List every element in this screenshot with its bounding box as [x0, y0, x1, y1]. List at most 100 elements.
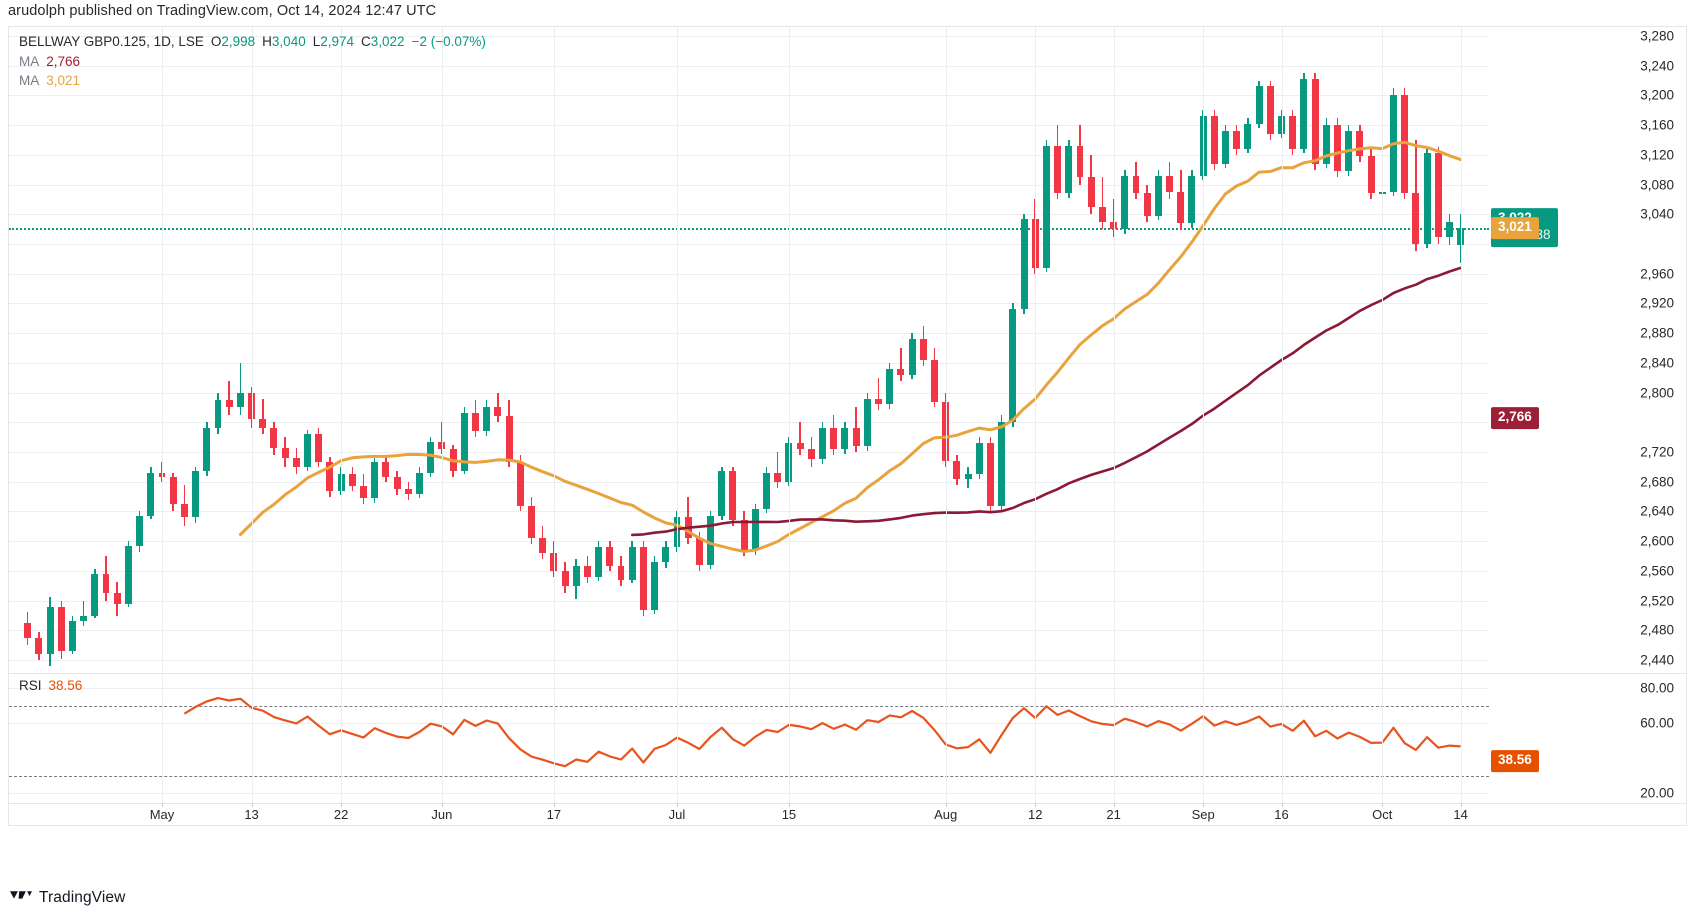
candle-body[interactable]: [1154, 175, 1162, 216]
candle-body[interactable]: [259, 419, 267, 429]
candle-body[interactable]: [998, 422, 1006, 506]
candle-body[interactable]: [628, 547, 636, 580]
candle-body[interactable]: [774, 472, 782, 482]
candle-body[interactable]: [136, 515, 144, 546]
candle-body[interactable]: [1311, 79, 1319, 164]
candle-body[interactable]: [46, 606, 54, 655]
candle-body[interactable]: [281, 447, 289, 458]
candle-body[interactable]: [1098, 206, 1106, 222]
candle-body[interactable]: [416, 472, 423, 494]
candle-body[interactable]: [371, 462, 379, 499]
candle-body[interactable]: [236, 392, 244, 408]
candle-body[interactable]: [147, 472, 155, 516]
candle-body[interactable]: [662, 547, 670, 563]
candle-body[interactable]: [863, 398, 871, 447]
price-axis[interactable]: 3,280 3,240 3,200 3,160 3,120 3,080 3,040 2,960…: [1489, 27, 1686, 672]
rsi-value-tag[interactable]: 38.56: [1491, 749, 1539, 772]
candle-body[interactable]: [35, 637, 43, 655]
candle-body[interactable]: [124, 545, 132, 604]
candle-body[interactable]: [919, 339, 927, 360]
candle-body[interactable]: [393, 477, 401, 490]
candle-body[interactable]: [908, 339, 916, 375]
candle-body[interactable]: [1188, 175, 1196, 224]
candle-body[interactable]: [617, 566, 625, 580]
candle-body[interactable]: [1367, 156, 1375, 194]
candle-body[interactable]: [539, 538, 547, 554]
candle-body[interactable]: [192, 471, 200, 518]
candle-body[interactable]: [348, 474, 356, 487]
candle-body[interactable]: [505, 416, 513, 463]
candle-body[interactable]: [1087, 177, 1095, 207]
candle-body[interactable]: [1065, 145, 1073, 194]
candle-body[interactable]: [1401, 95, 1409, 194]
candle-body[interactable]: [886, 368, 894, 405]
rsi-legend[interactable]: RSI 38.56: [19, 678, 82, 693]
candle-body[interactable]: [796, 443, 804, 450]
candle-body[interactable]: [953, 460, 961, 479]
candle-body[interactable]: [852, 428, 860, 447]
price-pane[interactable]: 3,280 3,240 3,200 3,160 3,120 3,080 3,040 2,960…: [9, 27, 1686, 672]
legend-ma-gold-row[interactable]: MA 3,021: [19, 71, 486, 91]
candle-body[interactable]: [472, 413, 479, 432]
candle-body[interactable]: [270, 428, 278, 448]
candle-body[interactable]: [292, 457, 300, 467]
candle-body[interactable]: [1166, 175, 1174, 192]
candle-body[interactable]: [740, 520, 748, 551]
candle-body[interactable]: [975, 443, 983, 475]
candle-body[interactable]: [830, 428, 838, 450]
ma-red-tag[interactable]: 2,766: [1491, 406, 1539, 429]
candle-body[interactable]: [1356, 131, 1364, 157]
price-plot-area[interactable]: [9, 27, 1489, 672]
candle-body[interactable]: [1020, 218, 1028, 310]
candle-body[interactable]: [1222, 131, 1229, 164]
candle-body[interactable]: [931, 359, 938, 402]
candle-body[interactable]: [1199, 116, 1207, 176]
candle-body[interactable]: [427, 441, 435, 473]
candle-body[interactable]: [483, 407, 491, 432]
candle-body[interactable]: [1143, 193, 1151, 216]
candle-body[interactable]: [203, 428, 211, 472]
legend-symbol-row[interactable]: BELLWAY GBP0.125, 1D, LSE O2,998 H3,040 L2,…: [19, 32, 486, 52]
time-axis[interactable]: May 13 22 Jun 17 Jul 15 Aug 12 21 Sep 16 Oct 14: [9, 803, 1686, 825]
rsi-pane[interactable]: 80.00 60.00 20.00 38.56 RSI 38.56: [9, 673, 1686, 803]
candle-body[interactable]: [113, 593, 121, 604]
candle-body[interactable]: [1322, 125, 1330, 164]
candle-body[interactable]: [807, 449, 815, 460]
candle-body[interactable]: [315, 434, 323, 463]
candle-body[interactable]: [1121, 175, 1129, 230]
candle-body[interactable]: [1244, 123, 1252, 149]
candle-body[interactable]: [326, 462, 334, 491]
candle-body[interactable]: [1300, 79, 1308, 149]
candle-body[interactable]: [1233, 131, 1241, 149]
candle-body[interactable]: [1289, 116, 1297, 149]
candle-body[interactable]: [1266, 86, 1274, 134]
candle-body[interactable]: [494, 407, 502, 417]
candle-body[interactable]: [404, 489, 412, 494]
candle-body[interactable]: [583, 566, 591, 577]
candle-body[interactable]: [595, 547, 603, 577]
candle-body[interactable]: [1042, 145, 1050, 268]
candle-body[interactable]: [68, 621, 76, 652]
candle-body[interactable]: [304, 434, 311, 467]
candle-body[interactable]: [1445, 221, 1453, 237]
candle-body[interactable]: [763, 472, 770, 509]
candle-body[interactable]: [572, 566, 580, 586]
candle-body[interactable]: [1334, 125, 1341, 172]
candle-body[interactable]: [673, 517, 681, 548]
candle-body[interactable]: [639, 547, 647, 610]
candle-body[interactable]: [57, 606, 65, 652]
candle-body[interactable]: [751, 508, 759, 551]
candle-body[interactable]: [1255, 86, 1263, 124]
candle-body[interactable]: [1210, 116, 1218, 164]
candle-body[interactable]: [819, 428, 826, 460]
candle-body[interactable]: [80, 615, 88, 622]
candle-body[interactable]: [1423, 153, 1431, 244]
candle-body[interactable]: [180, 504, 188, 518]
candle-body[interactable]: [651, 562, 659, 610]
candle-body[interactable]: [606, 547, 614, 567]
candle-body[interactable]: [561, 570, 569, 586]
candle-body[interactable]: [91, 573, 99, 616]
candle-body[interactable]: [897, 368, 905, 375]
candle-body[interactable]: [24, 622, 32, 638]
candle-body[interactable]: [964, 474, 972, 479]
